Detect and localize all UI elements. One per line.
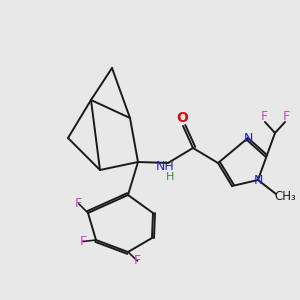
- Text: F: F: [134, 254, 141, 267]
- Text: F: F: [282, 110, 290, 124]
- Text: F: F: [260, 110, 268, 124]
- Text: NH: NH: [156, 160, 174, 173]
- Text: N: N: [243, 131, 253, 145]
- Text: F: F: [80, 235, 87, 248]
- Text: CH₃: CH₃: [274, 190, 296, 202]
- Text: N: N: [253, 173, 263, 187]
- Text: F: F: [75, 197, 82, 210]
- Text: O: O: [176, 111, 188, 125]
- Text: H: H: [166, 172, 174, 182]
